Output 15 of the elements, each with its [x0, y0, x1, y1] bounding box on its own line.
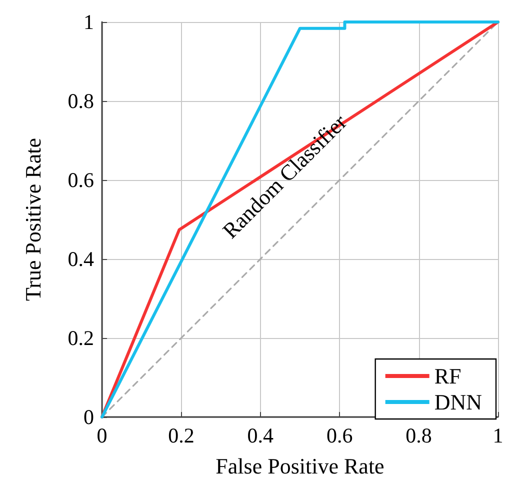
legend-label: DNN	[434, 390, 482, 414]
y-tick-label: 0.6	[68, 168, 94, 192]
y-tick-label: 0.2	[68, 326, 94, 350]
y-axis-title: True Positive Rate	[20, 138, 46, 301]
x-tick-label: 1	[492, 424, 504, 448]
x-tick-label: 0.6	[326, 424, 353, 448]
x-tick-label: 0.2	[168, 424, 194, 448]
x-tick-label: 0.8	[406, 424, 432, 448]
y-tick-label: 1	[84, 10, 94, 34]
x-axis-title: False Positive Rate	[216, 454, 384, 478]
y-tick-label: 0.8	[68, 89, 94, 113]
x-tick-label: 0.4	[247, 424, 274, 448]
legend-label: RF	[434, 364, 462, 388]
y-tick-label: 0	[84, 405, 94, 429]
y-tick-label: 0.4	[68, 247, 94, 271]
